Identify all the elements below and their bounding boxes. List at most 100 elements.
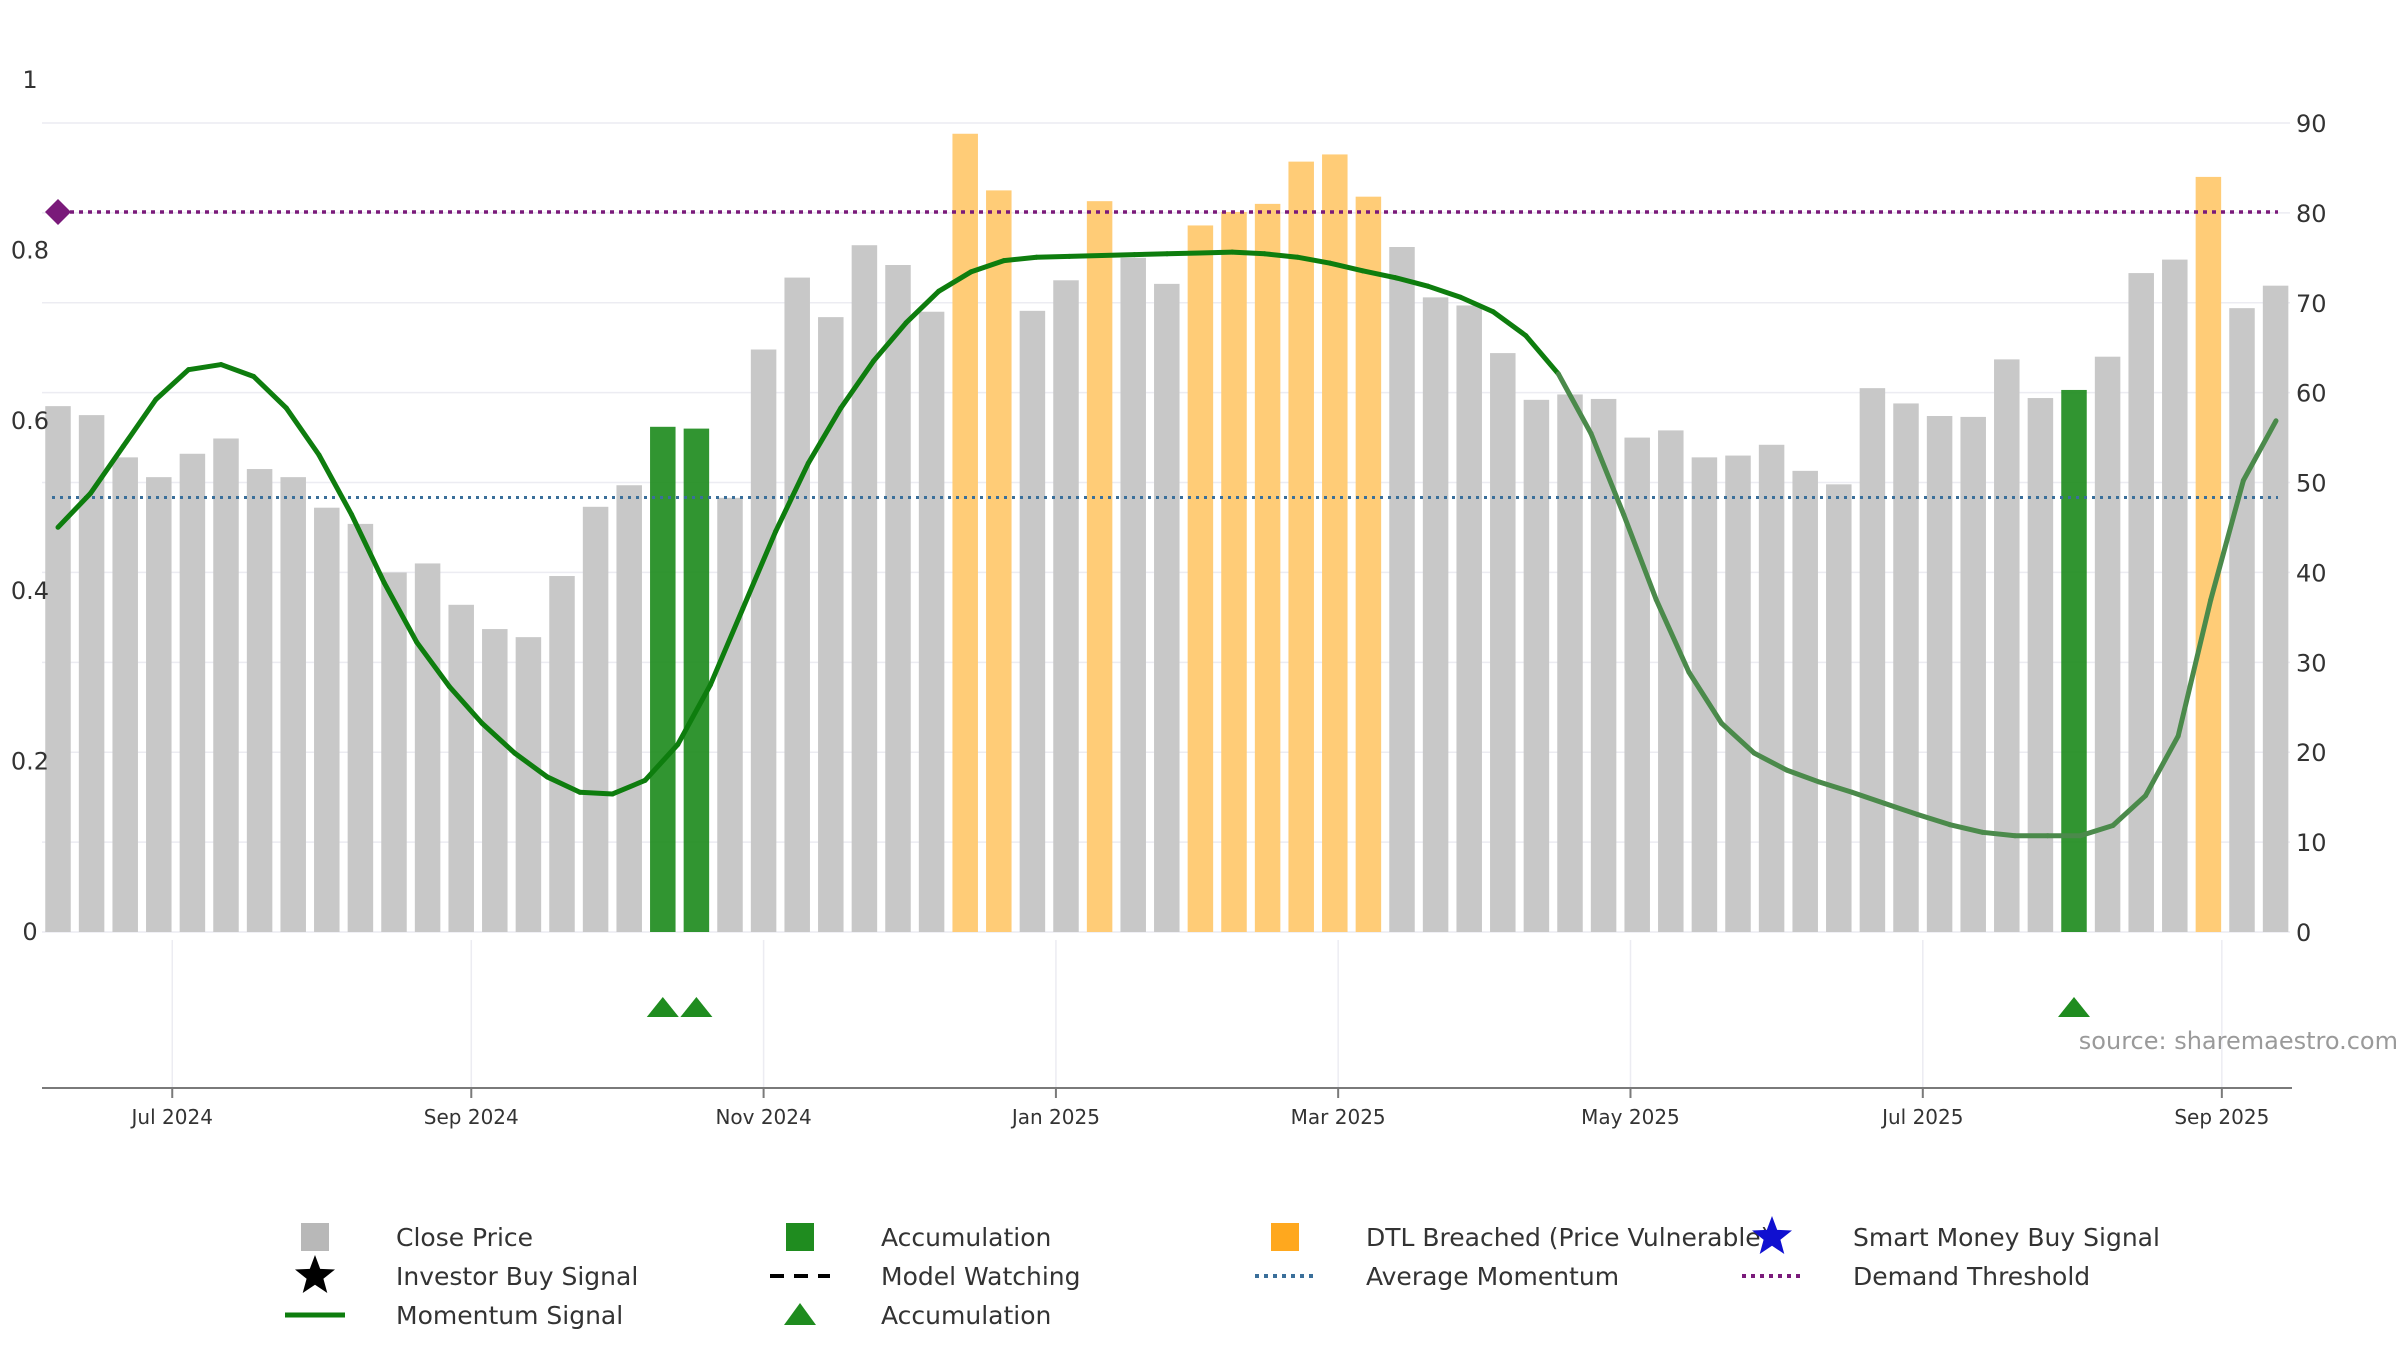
close-price-bar bbox=[1624, 437, 1650, 932]
momentum-signal-segment bbox=[1719, 720, 1757, 756]
momentum-signal-segment bbox=[1849, 789, 1888, 806]
close-price-bar bbox=[1053, 280, 1079, 933]
momentum-signal-segment bbox=[1490, 309, 1529, 339]
signal-lines bbox=[52, 210, 2279, 839]
momentum-signal-segment bbox=[968, 258, 1007, 275]
dtl-breached-bar bbox=[2195, 176, 2222, 933]
dtl-breached-bar bbox=[1221, 211, 1247, 932]
momentum-signal-segment bbox=[1621, 512, 1659, 603]
right-tick-label: 20 bbox=[2296, 739, 2327, 767]
dtl-breached-bar bbox=[1288, 161, 1314, 932]
momentum-signal-segment bbox=[1979, 829, 2018, 839]
close-price-bar bbox=[448, 604, 474, 932]
momentum-signal-segment bbox=[773, 460, 811, 535]
dtl-breached-bar bbox=[952, 133, 978, 933]
momentum-signal-segment bbox=[479, 720, 518, 756]
dtl-breached-bar bbox=[1254, 203, 1281, 932]
green-square-icon bbox=[786, 1223, 814, 1251]
x-tick-label: Jan 2025 bbox=[1010, 1105, 1100, 1129]
left-tick-label: 1 bbox=[22, 66, 37, 94]
close-price-bar bbox=[2229, 308, 2255, 932]
close-price-bar bbox=[1826, 484, 1852, 932]
momentum-signal-segment bbox=[251, 373, 289, 411]
close-price-bar bbox=[381, 572, 407, 932]
close-price-bar bbox=[851, 245, 878, 933]
momentum-signal-segment bbox=[1751, 750, 1790, 773]
momentum-signal-segment bbox=[1816, 779, 1855, 795]
momentum-signal-segment bbox=[446, 684, 485, 726]
close-price-bar bbox=[2027, 398, 2054, 932]
dtl-breached-bar bbox=[986, 190, 1012, 933]
momentum-signal-segment bbox=[1197, 249, 1235, 256]
x-tick-label: May 2025 bbox=[1581, 1105, 1680, 1129]
momentum-signal-segment bbox=[2077, 823, 2116, 839]
close-price-bar bbox=[515, 637, 542, 932]
close-price-bar bbox=[2128, 273, 2154, 933]
close-price-bar bbox=[314, 507, 340, 932]
momentum-signal-segment bbox=[1001, 254, 1040, 264]
momentum-signal-segment bbox=[740, 529, 779, 611]
close-price-bar bbox=[2094, 356, 2121, 932]
close-price-bar bbox=[146, 477, 172, 932]
momentum-signal-segment bbox=[1360, 268, 1398, 281]
close-price-bar bbox=[246, 469, 273, 932]
right-tick-label: 60 bbox=[2296, 380, 2327, 408]
momentum-signal-segment bbox=[185, 362, 224, 373]
dtl-breached-bar bbox=[1086, 201, 1113, 932]
close-price-bar bbox=[1523, 399, 1550, 932]
dtl-breached-bar bbox=[1322, 154, 1348, 932]
x-tick-label: Jul 2024 bbox=[130, 1105, 213, 1129]
close-price-bar bbox=[1422, 297, 1449, 932]
close-price-bar bbox=[2162, 259, 2188, 932]
momentum-signal-segment bbox=[283, 405, 322, 458]
momentum-signal-segment bbox=[544, 774, 583, 795]
grey-square-icon bbox=[301, 1223, 329, 1251]
close-price-bar bbox=[1859, 388, 1886, 933]
x-tick-label: Sep 2024 bbox=[424, 1105, 519, 1129]
momentum-signal-segment bbox=[414, 639, 452, 690]
price-bars bbox=[45, 133, 2289, 933]
close-price-bar bbox=[1389, 247, 1415, 932]
close-price-bar bbox=[1926, 416, 1953, 932]
right-tick-label: 80 bbox=[2296, 200, 2327, 228]
momentum-signal-segment bbox=[1914, 811, 1953, 828]
close-price-bar bbox=[414, 563, 441, 932]
legend-label: Model Watching bbox=[881, 1262, 1081, 1291]
close-price-bar bbox=[1490, 353, 1516, 932]
right-tick-label: 70 bbox=[2296, 290, 2327, 318]
black-star-icon bbox=[295, 1255, 335, 1293]
left-tick-label: 0 bbox=[22, 918, 37, 946]
momentum-signal-segment bbox=[1034, 253, 1072, 260]
close-price-bar bbox=[1658, 430, 1684, 932]
accumulation-bar bbox=[683, 428, 710, 932]
close-price-bar bbox=[1893, 403, 1919, 932]
momentum-signal-segment bbox=[218, 362, 257, 379]
close-price-bar bbox=[1994, 359, 2020, 932]
momentum-signal-segment bbox=[707, 605, 746, 688]
dtl-breached-bar bbox=[1187, 225, 1214, 932]
signal-markers bbox=[45, 199, 2090, 1017]
momentum-signal-segment bbox=[805, 405, 844, 466]
momentum-signal-segment bbox=[903, 288, 942, 326]
momentum-signal-segment bbox=[1066, 253, 1105, 259]
right-tick-label: 0 bbox=[2296, 919, 2311, 947]
momentum-signal-segment bbox=[2240, 418, 2279, 483]
x-tick-label: Mar 2025 bbox=[1291, 1105, 1386, 1129]
momentum-signal-segment bbox=[381, 580, 420, 645]
close-price-bar bbox=[347, 523, 374, 932]
momentum-signal-segment bbox=[870, 320, 909, 364]
momentum-signal-segment bbox=[1784, 767, 1822, 785]
legend-label: Demand Threshold bbox=[1853, 1262, 2090, 1291]
blue-star-icon bbox=[1752, 1216, 1792, 1254]
legend-label: Investor Buy Signal bbox=[396, 1262, 638, 1291]
momentum-signal-segment bbox=[1555, 371, 1594, 437]
legend-label: Close Price bbox=[396, 1223, 533, 1252]
accumulation-triangle-icon bbox=[2058, 997, 2090, 1017]
demand-threshold-diamond-icon bbox=[45, 199, 71, 226]
momentum-signal-segment bbox=[1392, 275, 1431, 289]
momentum-signal-segment bbox=[1458, 294, 1496, 315]
close-price-bar bbox=[1590, 398, 1617, 932]
right-tick-label: 10 bbox=[2296, 829, 2327, 857]
x-tick-label: Nov 2024 bbox=[715, 1105, 811, 1129]
momentum-signal-segment bbox=[1425, 283, 1464, 300]
